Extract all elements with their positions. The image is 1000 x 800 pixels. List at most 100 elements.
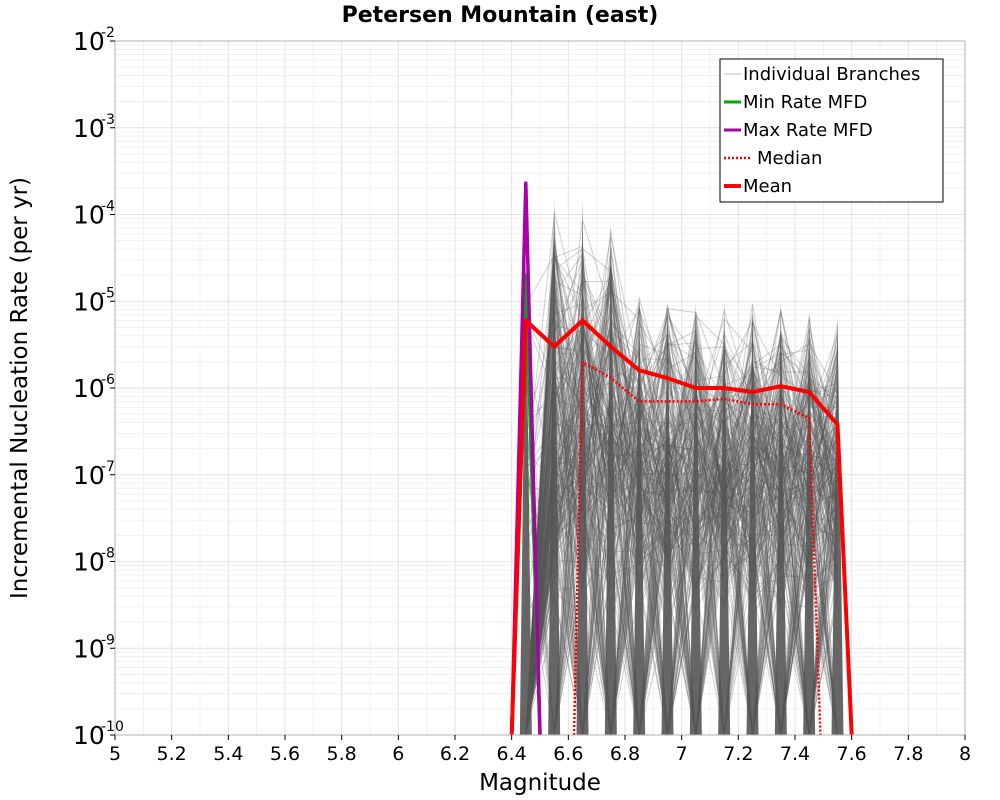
branch-line: [525, 323, 838, 736]
branch-line: [525, 385, 838, 736]
branch-line: [525, 319, 838, 736]
branch-line: [525, 337, 838, 736]
y-tick-label: 10: [73, 548, 105, 577]
branch-spike: [661, 301, 674, 735]
branch-line: [525, 295, 838, 736]
branch-line: [525, 315, 838, 736]
branch-line: [525, 278, 838, 736]
branch-line: [525, 286, 838, 736]
branch-line: [525, 329, 838, 736]
branch-line: [525, 310, 838, 736]
branch-line: [525, 320, 838, 736]
branch-line: [525, 390, 838, 736]
branch-line: [525, 394, 838, 736]
branch-line: [525, 306, 838, 736]
y-tick-label: 10: [73, 721, 105, 750]
branch-line: [525, 254, 838, 736]
branch-line: [525, 346, 838, 736]
branch-line: [525, 271, 838, 736]
branch-line: [525, 277, 838, 736]
branch-line: [525, 381, 838, 736]
legend-label-min-rate-mfd: Min Rate MFD: [743, 92, 867, 113]
branch-line: [525, 351, 838, 736]
branch-line: [525, 266, 838, 736]
branch-line: [525, 382, 838, 736]
x-tick-label: 8: [959, 743, 971, 765]
branch-line: [525, 266, 838, 736]
branch-line: [525, 270, 838, 736]
branch-line: [525, 368, 838, 736]
branch-line: [525, 378, 838, 736]
branch-line: [525, 315, 838, 736]
y-tick-exponent: -8: [101, 546, 115, 562]
branch-line: [525, 315, 838, 736]
branch-line: [525, 342, 838, 736]
branch-line: [525, 405, 838, 736]
y-tick-exponent: -7: [101, 459, 115, 475]
branch-line: [525, 394, 838, 736]
branch-line: [525, 335, 838, 736]
branch-line: [525, 245, 838, 736]
branch-line: [525, 345, 838, 736]
branch-line: [525, 330, 838, 736]
branch-line: [525, 256, 838, 736]
branch-spike: [548, 199, 561, 735]
y-axis-label: Incremental Nucleation Rate (per yr): [7, 177, 33, 599]
branch-line: [525, 259, 838, 736]
y-tick-label: 10: [73, 27, 105, 56]
y-tick-exponent: -6: [101, 372, 115, 388]
branch-line: [525, 318, 838, 736]
branch-line: [525, 411, 838, 736]
x-tick-label: 5: [109, 743, 121, 765]
branch-line: [525, 263, 838, 736]
y-tick-label: 10: [73, 461, 105, 490]
branch-line: [525, 299, 838, 736]
branch-line: [525, 308, 838, 736]
branch-line: [525, 352, 838, 736]
legend-label-max-rate-mfd: Max Rate MFD: [743, 120, 873, 141]
branch-line: [525, 320, 838, 562]
branch-line: [525, 392, 838, 736]
branch-line: [525, 318, 838, 736]
branch-line: [525, 363, 838, 736]
branch-line: [525, 238, 838, 736]
branch-line: [525, 266, 838, 736]
branch-line: [525, 301, 838, 736]
branch-line: [525, 272, 838, 736]
branch-line: [525, 211, 838, 736]
branch-line: [525, 352, 838, 736]
y-tick-exponent: -10: [101, 719, 124, 735]
branch-line: [525, 321, 838, 736]
branch-line: [525, 334, 838, 736]
branch-line: [525, 353, 838, 736]
branch-line: [525, 305, 838, 563]
branch-line: [525, 327, 838, 736]
x-tick-label: 7.8: [893, 743, 923, 765]
branch-spike: [633, 294, 646, 735]
branch-spike: [718, 301, 731, 735]
branch-line: [525, 246, 838, 736]
branch-line: [525, 313, 838, 736]
branch-line: [525, 245, 838, 736]
branch-line: [525, 309, 838, 736]
branch-line: [525, 310, 838, 736]
branch-line: [525, 280, 838, 736]
branch-line: [525, 317, 838, 736]
branch-line: [525, 286, 838, 736]
branch-line: [525, 247, 838, 736]
x-tick-label: 7.4: [780, 743, 810, 765]
branch-line: [525, 283, 838, 736]
branch-line: [525, 311, 838, 536]
branch-line: [525, 350, 838, 736]
branch-line: [525, 254, 838, 556]
branch-line: [525, 295, 838, 736]
branch-line: [525, 448, 838, 736]
branch-line: [525, 355, 838, 736]
branch-line: [525, 320, 838, 736]
x-tick-label: 7: [676, 743, 688, 765]
branch-spike: [803, 309, 816, 735]
branch-line: [525, 332, 838, 736]
branch-line: [525, 362, 838, 736]
y-tick-label: 10: [73, 634, 105, 663]
